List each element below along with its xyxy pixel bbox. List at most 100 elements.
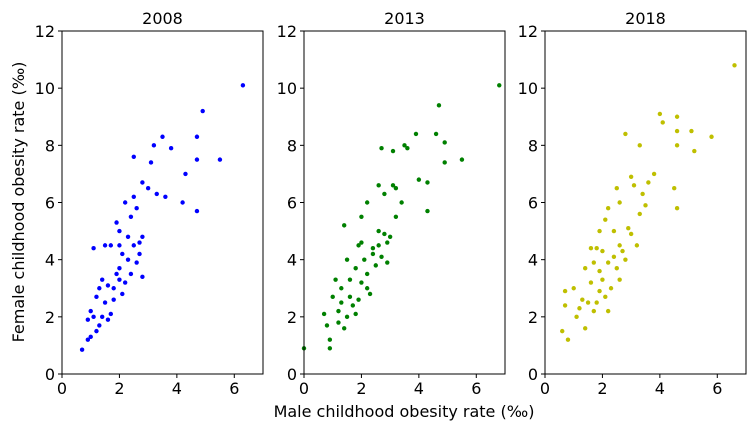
x-tick-label: 6	[229, 379, 239, 398]
x-axis-label: Male childhood obesity rate (‰)	[274, 402, 535, 421]
point	[640, 191, 645, 197]
point	[120, 251, 125, 257]
point	[660, 120, 665, 125]
point	[442, 160, 447, 165]
point	[672, 186, 677, 191]
axes-frame	[61, 30, 264, 375]
axes-frame	[544, 30, 747, 375]
point	[91, 246, 96, 251]
y-tick-label: 0	[287, 365, 297, 384]
point	[637, 211, 642, 217]
point	[379, 145, 384, 151]
point	[597, 228, 602, 234]
point	[385, 240, 390, 245]
point	[571, 286, 576, 291]
point	[376, 228, 381, 234]
point	[413, 131, 419, 137]
point	[399, 200, 404, 205]
point	[344, 257, 350, 262]
point	[125, 257, 131, 262]
point	[353, 311, 358, 317]
subplot-title: 2008	[142, 9, 183, 28]
point	[359, 280, 364, 285]
point	[585, 300, 591, 305]
point	[217, 157, 223, 162]
point	[436, 103, 442, 108]
y-tick-label: 10	[518, 79, 538, 98]
point	[148, 160, 154, 165]
point	[333, 277, 338, 282]
point	[347, 294, 353, 300]
point	[591, 308, 597, 314]
point	[117, 228, 122, 234]
point	[117, 277, 122, 282]
point	[370, 251, 376, 257]
point	[100, 277, 105, 282]
point	[637, 143, 642, 148]
x-tick-label: 0	[540, 379, 550, 398]
point	[111, 297, 116, 302]
point	[709, 134, 714, 139]
point	[200, 108, 205, 114]
point	[651, 171, 657, 177]
y-tick-label: 6	[287, 194, 297, 213]
point	[117, 243, 122, 248]
x-tick-label: 0	[299, 379, 309, 398]
point	[617, 243, 622, 248]
point	[94, 294, 99, 300]
point	[128, 271, 134, 277]
point	[168, 145, 174, 151]
point	[134, 260, 139, 265]
y-tick-label: 4	[287, 251, 297, 270]
point	[373, 263, 378, 268]
point	[356, 243, 361, 248]
point	[646, 180, 651, 185]
point	[100, 314, 105, 320]
point	[594, 300, 599, 305]
point	[611, 254, 617, 260]
point	[588, 246, 594, 251]
point	[336, 320, 341, 325]
point	[390, 183, 396, 188]
point	[342, 223, 347, 228]
point	[342, 326, 347, 331]
point	[194, 208, 200, 214]
x-tick-label: 4	[655, 379, 665, 398]
point	[393, 186, 399, 191]
point	[674, 128, 680, 134]
point	[603, 217, 608, 222]
point	[97, 323, 102, 328]
y-tick-label: 4	[45, 251, 55, 270]
point	[623, 257, 628, 262]
point	[102, 243, 108, 248]
point	[364, 286, 370, 291]
point	[626, 226, 631, 231]
point	[674, 143, 680, 148]
x-tick-label: 0	[57, 379, 67, 398]
point	[97, 286, 102, 291]
point	[88, 334, 93, 340]
point	[605, 260, 611, 265]
x-tick-label: 4	[172, 379, 182, 398]
point	[362, 257, 367, 262]
point	[594, 246, 599, 251]
point	[131, 154, 136, 159]
point	[105, 283, 111, 288]
x-tick-label: 2	[356, 379, 366, 398]
point	[617, 277, 622, 282]
point	[102, 300, 108, 305]
point	[416, 177, 422, 182]
point	[405, 145, 410, 151]
y-tick-label: 6	[528, 194, 538, 213]
y-tick-label: 6	[45, 194, 55, 213]
point	[390, 148, 396, 154]
point	[350, 303, 356, 308]
y-tick-label: 12	[518, 22, 538, 41]
point	[605, 206, 611, 211]
point	[359, 214, 364, 219]
x-tick-label: 6	[712, 379, 722, 398]
point	[614, 266, 619, 271]
y-tick-label: 8	[528, 136, 538, 155]
point	[620, 248, 625, 254]
